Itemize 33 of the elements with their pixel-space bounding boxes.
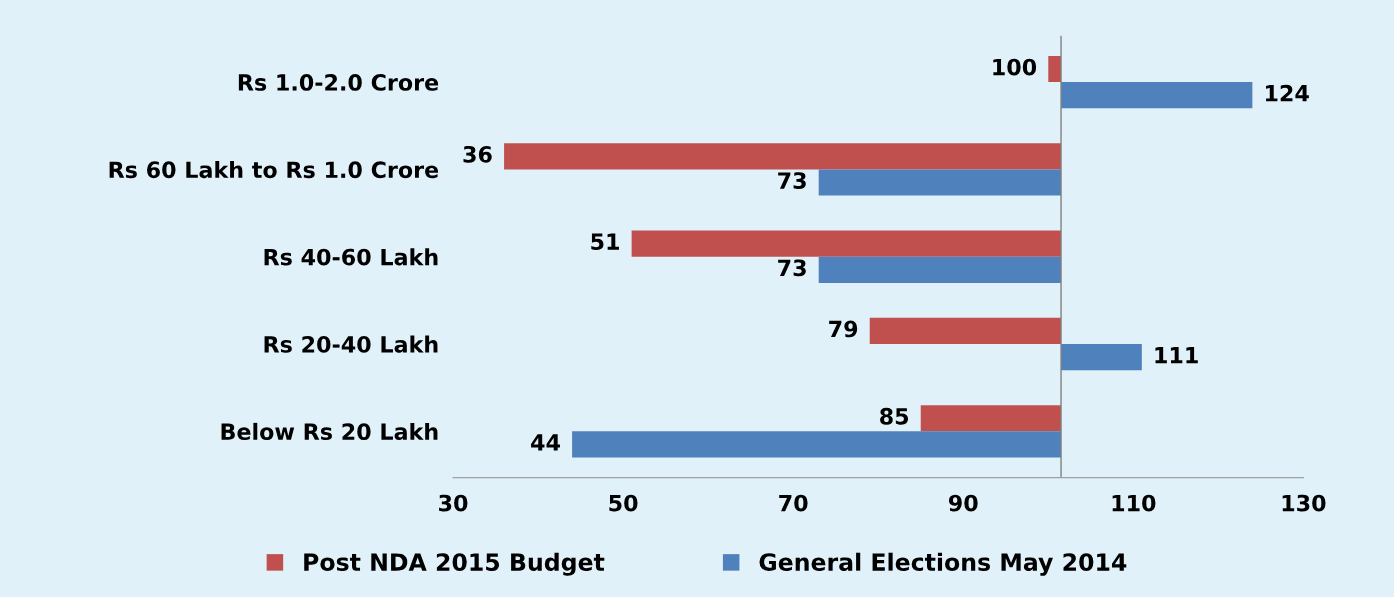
x-tick-label: 130	[1282, 494, 1326, 512]
data-label: 79	[829, 320, 858, 338]
data-label: 36	[463, 145, 492, 163]
data-label: 51	[591, 233, 619, 251]
bar	[504, 143, 1062, 170]
y-tick-label: Below Rs 20 Lakh	[221, 422, 438, 441]
bar	[631, 230, 1062, 257]
y-tick-label: Rs 1.0-2.0 Crore	[238, 74, 439, 91]
y-tick-label: Rs 40-60 Lakh	[264, 248, 438, 266]
bar	[1048, 55, 1062, 83]
legend-label: Post NDA 2015 Budget	[304, 552, 605, 576]
y-tick-label: Rs 20-40 Lakh	[264, 335, 438, 353]
x-tick-label: 70	[779, 494, 808, 512]
legend-label: General Elections May 2014	[759, 552, 1127, 576]
data-label: 85	[880, 407, 909, 425]
bar	[818, 256, 1062, 283]
x-tick-label: 50	[609, 494, 638, 512]
bar	[920, 405, 1062, 432]
data-label: 111	[1155, 347, 1198, 364]
bar	[572, 431, 1062, 458]
data-label: 73	[778, 172, 806, 189]
bar	[818, 169, 1062, 196]
y-tick-label: Rs 60 Lakh to Rs 1.0 Crore	[109, 160, 439, 179]
data-label: 73	[778, 259, 806, 277]
bar	[869, 317, 1062, 345]
data-label: 124	[1265, 84, 1309, 102]
bar	[1061, 82, 1253, 109]
data-label: 44	[531, 434, 560, 451]
x-tick-label: 30	[439, 494, 468, 512]
bar	[1061, 344, 1142, 371]
x-tick-label: 90	[948, 494, 978, 512]
data-label: 100	[993, 58, 1037, 76]
x-tick-label: 110	[1112, 494, 1156, 512]
